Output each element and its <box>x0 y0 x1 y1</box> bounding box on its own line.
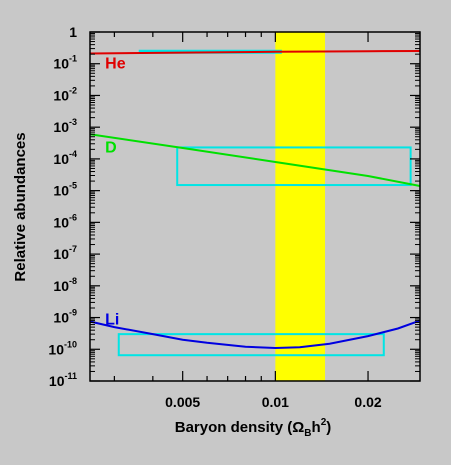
y-axis-title: Relative abundances <box>12 132 29 281</box>
y-tick-label-base: 10 <box>53 214 69 230</box>
y-tick-label-base: 10 <box>53 119 69 135</box>
y-tick-label: 10-4 <box>53 149 77 167</box>
y-tick-label: 1 <box>69 24 77 40</box>
li-observation-box <box>117 333 385 357</box>
x-axis-title-main: Baryon density (Ω <box>175 419 305 436</box>
y-tick-label-exponent: -11 <box>64 371 77 381</box>
x-axis-title-mid: h <box>312 419 321 436</box>
y-tick-label: 10-6 <box>53 212 77 230</box>
series-line-layer <box>89 50 421 350</box>
d-series-label: D <box>105 139 117 156</box>
he-series-label: He <box>105 55 126 72</box>
y-tick-label: 10-1 <box>53 54 77 72</box>
y-tick-label-base: 1 <box>69 24 77 40</box>
y-tick-label: 10-2 <box>53 85 77 103</box>
x-tick-label: 0.01 <box>262 394 289 410</box>
y-tick-label: 10-3 <box>53 117 77 135</box>
d-observation-box <box>176 146 412 187</box>
y-tick-label-base: 10 <box>48 341 64 357</box>
d-series-line <box>89 133 421 187</box>
y-tick-label: 10-10 <box>48 339 77 357</box>
li-series-label: Li <box>105 312 119 329</box>
x-axis-title-sub: B <box>304 428 311 439</box>
y-tick-label-base: 10 <box>53 56 69 72</box>
x-axis-title-sup: 2 <box>321 417 327 428</box>
y-tick-label: 10-7 <box>53 244 77 262</box>
y-tick-label-base: 10 <box>53 151 69 167</box>
x-axis-title-end: ) <box>326 419 331 436</box>
x-tick-label: 0.02 <box>354 394 381 410</box>
y-tick-label-base: 10 <box>49 373 65 389</box>
plot-frame <box>89 31 421 382</box>
y-tick-label-exponent: -9 <box>69 308 77 318</box>
plot-background <box>90 32 420 381</box>
y-tick-label-exponent: -2 <box>69 85 77 95</box>
y-tick-label-exponent: -4 <box>69 149 77 159</box>
li-series-line <box>89 319 421 350</box>
y-tick-label-exponent: -5 <box>69 181 77 191</box>
he-series-line <box>89 50 421 55</box>
y-tick-label-base: 10 <box>53 246 69 262</box>
shaded-band <box>275 32 326 381</box>
y-tick-label: 10-5 <box>53 181 77 199</box>
y-tick-label: 10-9 <box>53 308 77 326</box>
y-tick-label-exponent: -10 <box>64 339 77 349</box>
y-tick-label-exponent: -6 <box>69 212 77 222</box>
y-tick-label-base: 10 <box>53 278 69 294</box>
y-tick-label-exponent: -8 <box>69 276 77 286</box>
y-tick-label: 10-11 <box>49 371 77 389</box>
y-tick-label-base: 10 <box>53 87 69 103</box>
label-layer: He D Li <box>105 55 126 328</box>
axis-layer: 110-110-210-310-410-510-610-710-810-910-… <box>48 24 421 410</box>
y-tick-label: 10-8 <box>53 276 77 294</box>
y-tick-label-exponent: -1 <box>69 54 77 64</box>
y-tick-label-exponent: -3 <box>69 117 77 127</box>
y-tick-label-exponent: -7 <box>69 244 77 254</box>
x-axis-title: Baryon density (ΩBh2) <box>175 417 332 439</box>
x-tick-label: 0.005 <box>165 394 200 410</box>
band-layer <box>90 32 420 381</box>
y-tick-label-base: 10 <box>53 183 69 199</box>
y-tick-label-base: 10 <box>53 310 69 326</box>
